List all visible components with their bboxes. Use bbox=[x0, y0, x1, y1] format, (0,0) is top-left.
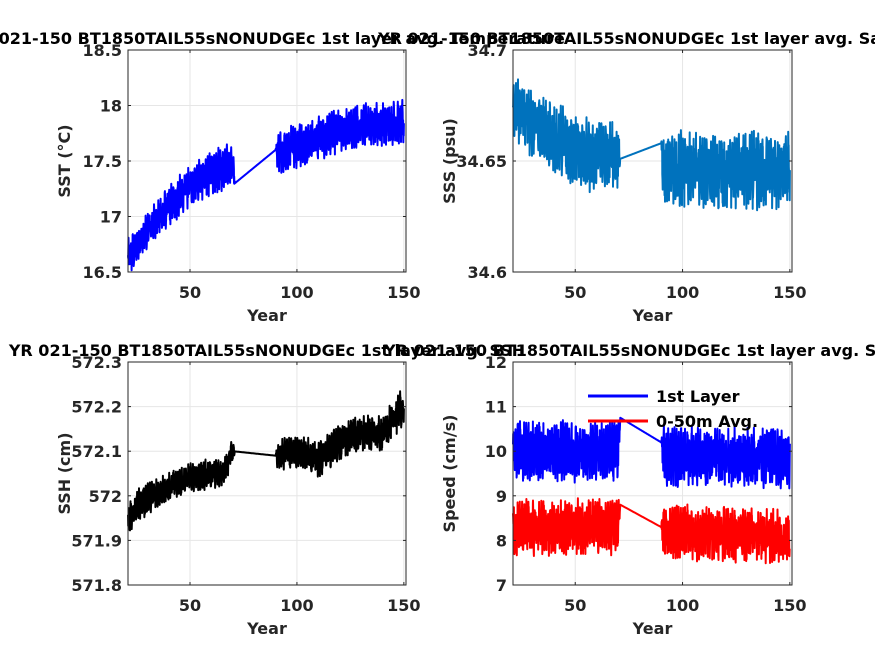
x-tick-label: 100 bbox=[666, 596, 699, 615]
series-line-1 bbox=[127, 390, 405, 532]
axes-box bbox=[512, 361, 793, 586]
y-tick-label: 8 bbox=[496, 531, 507, 550]
y-tick-label: 11 bbox=[485, 398, 507, 417]
chart-title: YR 021-150 BT1850TAIL55sNONUDGEc 1st lay… bbox=[8, 341, 525, 360]
x-tick-label: 100 bbox=[280, 283, 313, 302]
y-axis-label: SSH (cm) bbox=[55, 432, 74, 514]
x-tick-label: 100 bbox=[280, 596, 313, 615]
y-axis-label: SST (°C) bbox=[55, 124, 74, 197]
y-tick-label: 7 bbox=[496, 576, 507, 595]
y-tick-label: 572.1 bbox=[71, 442, 122, 461]
y-tick-label: 34.65 bbox=[456, 152, 507, 171]
chart-panel-3: 50 100 150 571.8 571.9 572 572.1 572.2 572.3 Year… bbox=[8, 341, 525, 638]
y-axis-label: SSS (psu) bbox=[440, 118, 459, 204]
chart-title: YR 021-150 BT1850TAIL55sNONUDGEc 1st lay… bbox=[383, 341, 875, 360]
y-tick-label: 18 bbox=[100, 97, 122, 116]
series-line-1 bbox=[512, 78, 791, 212]
x-tick-label: 50 bbox=[564, 283, 586, 302]
x-axis-label: Year bbox=[632, 306, 673, 325]
chart-panel-4: 50 100 150 7 8 9 10 11 12 Year Speed (cm/s) YR 021-… bbox=[383, 341, 875, 638]
chart-title: YR 021-150 BT1850TAIL55sNONUDGEc 1st lay… bbox=[0, 29, 565, 48]
y-tick-label: 572.2 bbox=[71, 398, 122, 417]
y-tick-label: 17.5 bbox=[83, 152, 122, 171]
y-axis-label: Speed (cm/s) bbox=[440, 415, 459, 533]
y-tick-label: 10 bbox=[485, 442, 507, 461]
y-tick-label: 9 bbox=[496, 487, 507, 506]
series-line-1 bbox=[127, 98, 405, 272]
y-tick-label: 17 bbox=[100, 208, 122, 227]
legend-label: 1st Layer bbox=[656, 387, 740, 406]
legend: 1st Layer 0-50m Avg. bbox=[588, 387, 758, 431]
y-tick-label: 571.9 bbox=[71, 531, 122, 550]
chart-panel-2: 50 100 150 34.6 34.65 34.7 Year SSS (psu) YR 021… bbox=[377, 29, 875, 325]
x-tick-label: 150 bbox=[387, 283, 420, 302]
x-tick-label: 150 bbox=[773, 596, 806, 615]
y-tick-label: 572 bbox=[89, 487, 122, 506]
y-tick-label: 18.5 bbox=[83, 41, 122, 60]
y-tick-label: 12 bbox=[485, 353, 507, 372]
x-tick-label: 50 bbox=[564, 596, 586, 615]
x-tick-label: 150 bbox=[773, 283, 806, 302]
x-axis-label: Year bbox=[246, 306, 287, 325]
legend-label: 0-50m Avg. bbox=[656, 412, 758, 431]
x-tick-label: 50 bbox=[179, 283, 201, 302]
x-tick-label: 50 bbox=[179, 596, 201, 615]
y-tick-label: 571.8 bbox=[71, 576, 122, 595]
chart-panel-1: 50 100 150 16.5 17 17.5 18 18.5 Year SST (°C) YR 0… bbox=[0, 29, 565, 325]
x-tick-label: 100 bbox=[666, 283, 699, 302]
y-tick-label: 16.5 bbox=[83, 263, 122, 282]
y-tick-label: 34.6 bbox=[468, 263, 507, 282]
axes-box bbox=[127, 361, 407, 586]
x-tick-label: 150 bbox=[387, 596, 420, 615]
x-axis-label: Year bbox=[246, 619, 287, 638]
series-line-1st-layer bbox=[512, 416, 791, 490]
chart-title: YR 021-150 BT1850TAIL55sNONUDGEc 1st lay… bbox=[377, 29, 875, 48]
series-line-0-50m-avg- bbox=[512, 497, 791, 565]
y-tick-label: 34.7 bbox=[468, 41, 507, 60]
y-tick-label: 572.3 bbox=[71, 353, 122, 372]
x-axis-label: Year bbox=[632, 619, 673, 638]
